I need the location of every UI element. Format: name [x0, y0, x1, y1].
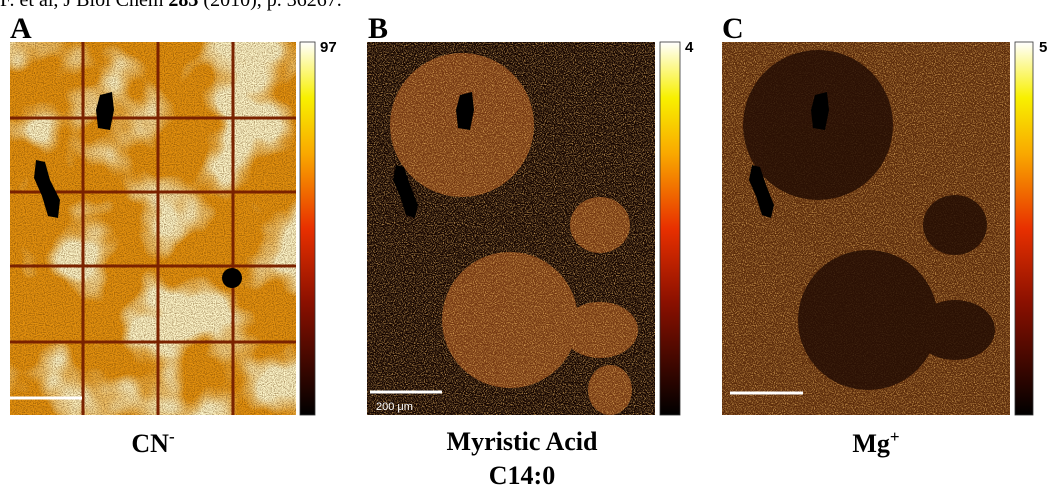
panel-label: Mg+: [852, 427, 899, 458]
colorbar-max: 97: [320, 39, 337, 56]
citation-text: F. et al, J Biol Chem: [0, 0, 168, 11]
panel-letter: A: [10, 12, 32, 45]
panel-label: C14:0: [489, 461, 555, 489]
panel-label: CN-: [131, 427, 175, 458]
colorbar: [660, 42, 680, 415]
label-sup: +: [890, 427, 900, 446]
citation: F. et al, J Biol Chem 283 (2010), p. 362…: [0, 0, 342, 11]
colorbar: [300, 42, 315, 415]
page: F. et al, J Biol Chem 283 (2010), p. 362…: [0, 0, 1055, 489]
panel-letter: C: [722, 12, 744, 45]
label-main: CN: [131, 429, 169, 458]
citation-volume: 283: [168, 0, 198, 11]
image-panel-a: [10, 42, 296, 415]
scale-bar-label: 200 μm: [376, 401, 413, 413]
image-panel-c: [722, 42, 1010, 415]
colorbar: [1015, 42, 1033, 415]
citation-text: (2010), p. 36267.: [198, 0, 341, 11]
panel-label: Myristic Acid: [447, 427, 598, 456]
label-main: Mg: [852, 429, 890, 458]
colorbar-max: 4: [685, 39, 694, 56]
label-sup: -: [169, 427, 175, 446]
panel-letter: B: [368, 12, 388, 45]
colorbar-max: 5: [1039, 39, 1047, 56]
figure: F. et al, J Biol Chem 283 (2010), p. 362…: [0, 0, 1055, 489]
image-panel-b: 200 μm: [367, 42, 655, 415]
